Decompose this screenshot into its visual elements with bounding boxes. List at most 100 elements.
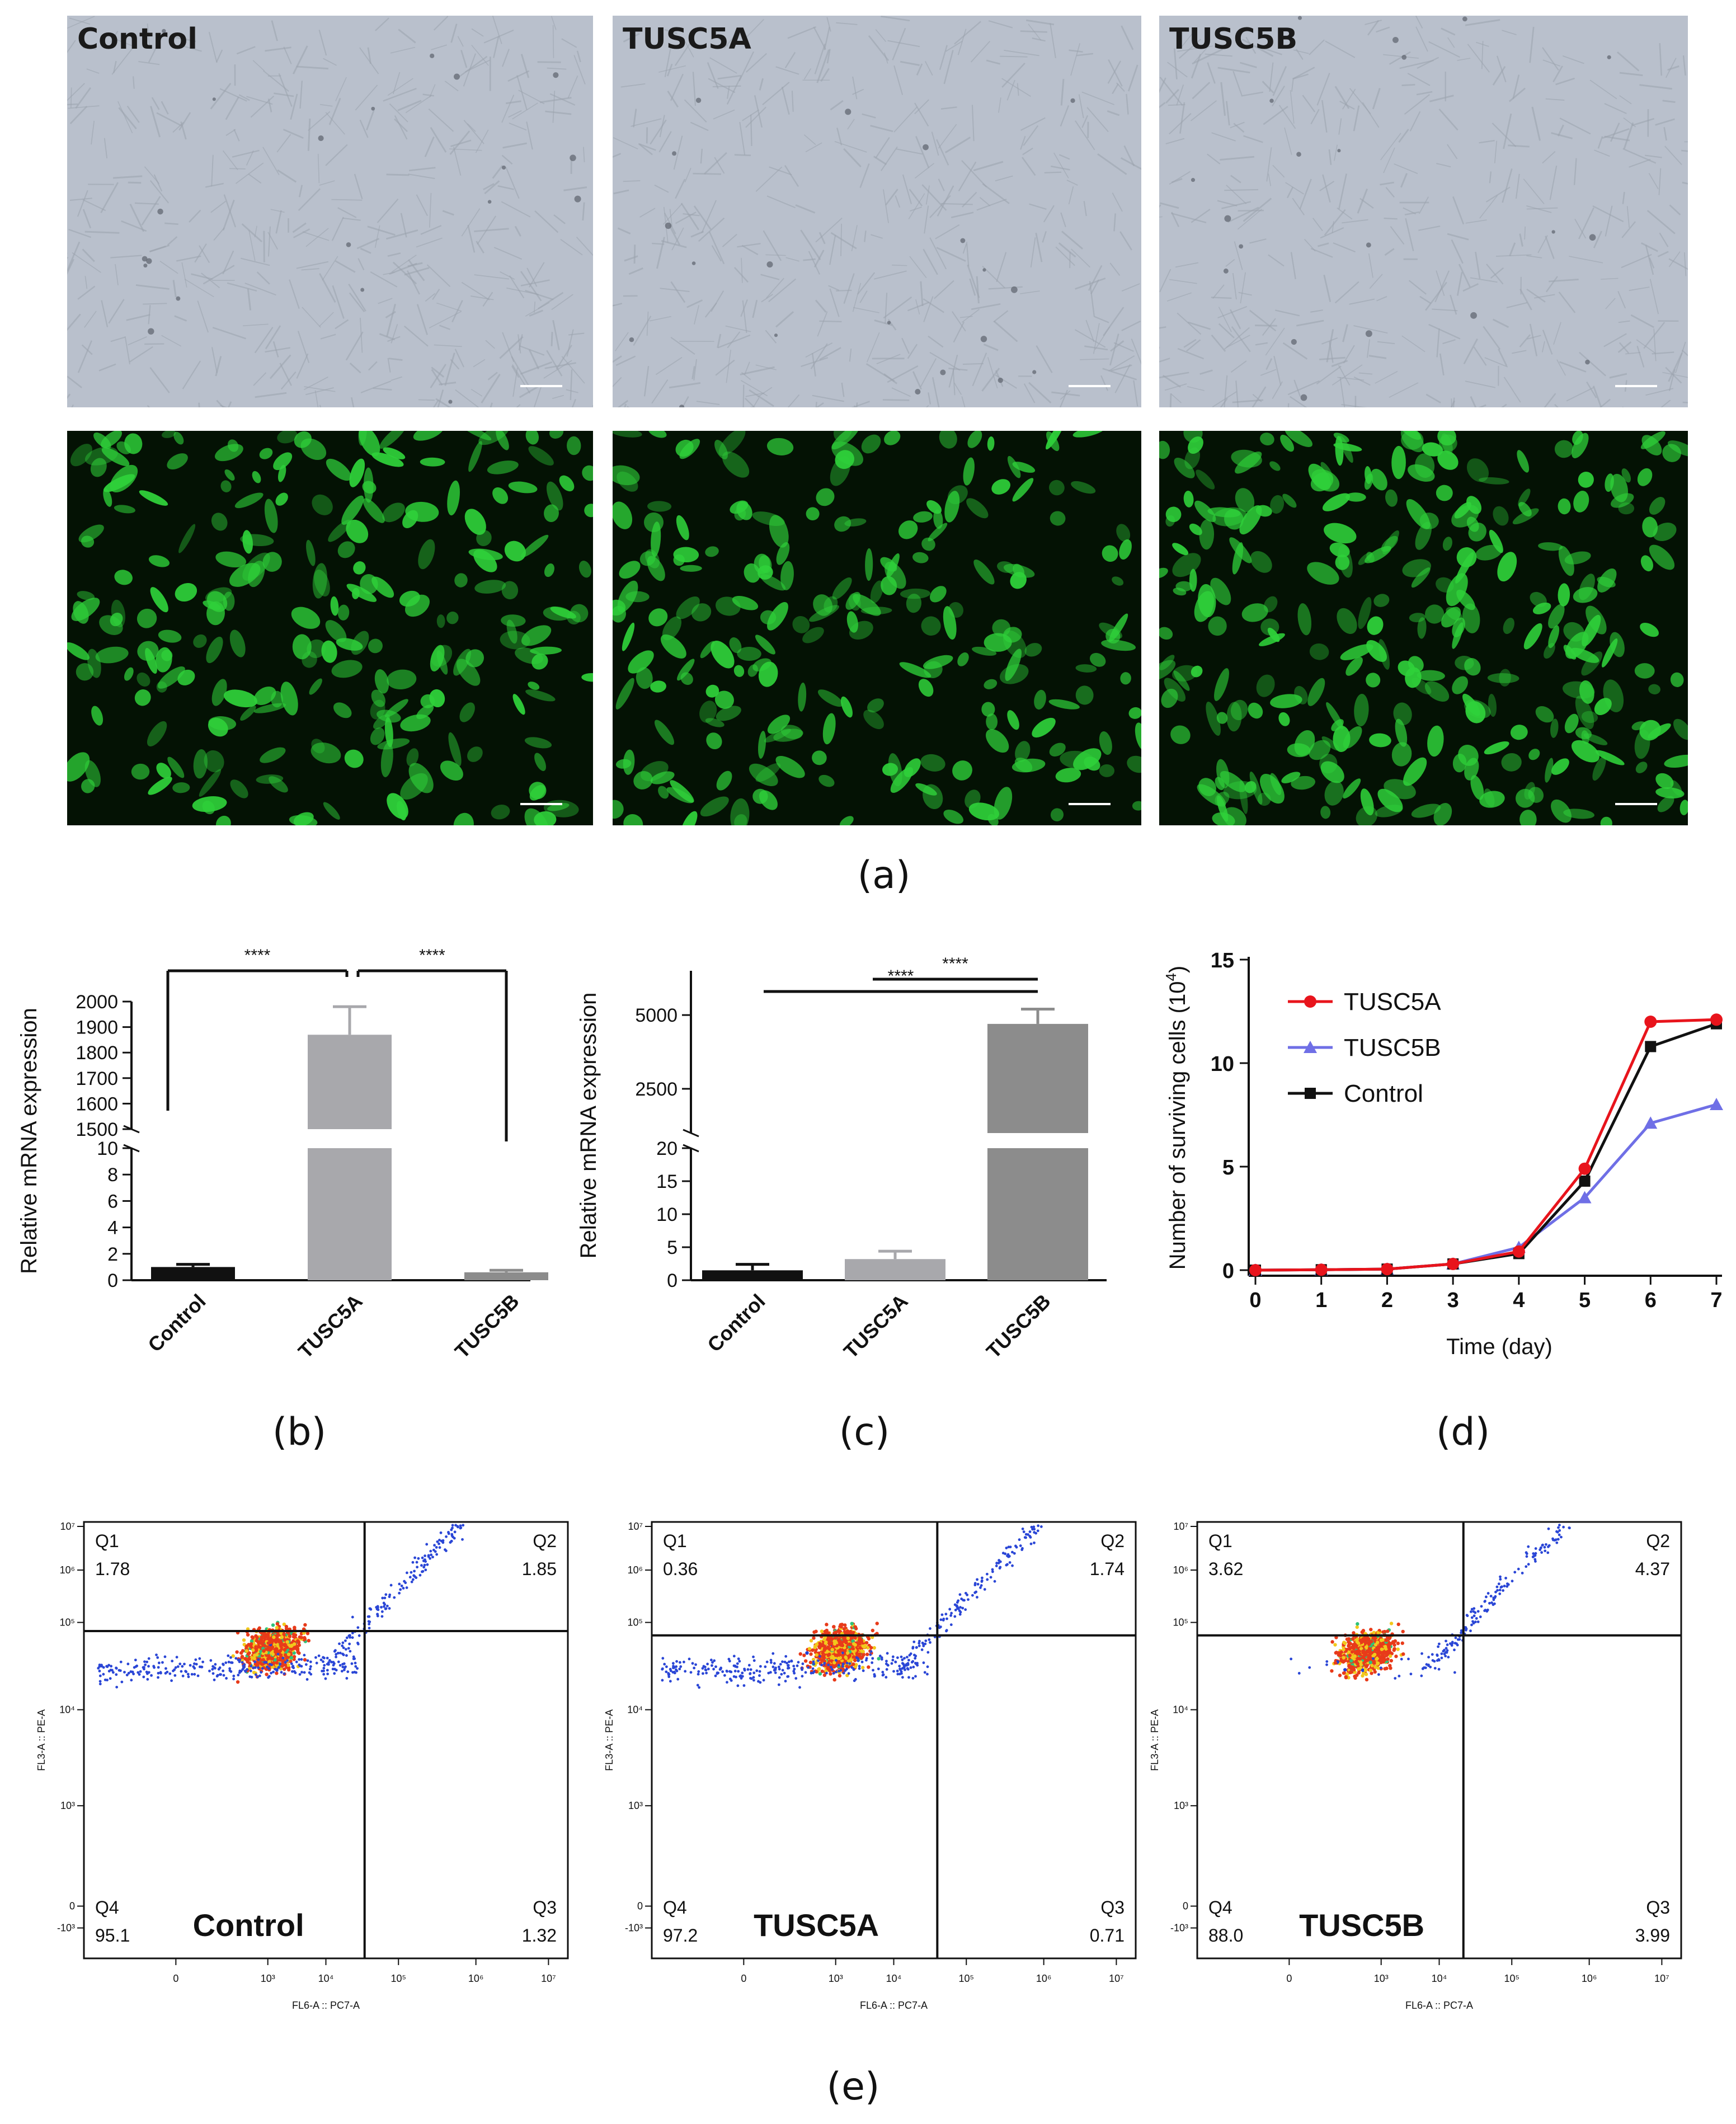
event-dot <box>252 1666 255 1670</box>
data-point-tusc5b <box>1710 1098 1723 1110</box>
event-dot <box>156 1656 159 1659</box>
event-dot <box>848 1642 851 1646</box>
event-dot <box>1024 1536 1027 1539</box>
event-dot <box>229 1656 232 1659</box>
event-dot <box>153 1666 156 1669</box>
event-dot <box>1396 1641 1400 1646</box>
event-dot <box>1444 1651 1447 1654</box>
event-dot <box>665 1670 668 1674</box>
event-dot <box>797 1661 800 1664</box>
event-dot <box>1359 1647 1363 1651</box>
event-dot <box>1499 1578 1502 1581</box>
event-dot <box>194 1658 197 1661</box>
y-tick-label: 10⁶ <box>628 1564 643 1576</box>
event-dot <box>260 1671 263 1674</box>
y-tick-label: 10⁵ <box>60 1617 75 1628</box>
event-dot <box>858 1655 862 1659</box>
event-dot <box>885 1668 888 1671</box>
legend-marker <box>1304 1041 1317 1053</box>
event-dot <box>1394 1655 1398 1658</box>
event-dot <box>1446 1643 1449 1646</box>
event-dot <box>872 1669 874 1672</box>
event-dot <box>130 1679 133 1682</box>
data-point-tusc5a <box>1249 1264 1262 1276</box>
event-dot <box>1011 1564 1014 1567</box>
event-dot <box>157 1666 160 1669</box>
event-dot <box>732 1655 736 1658</box>
event-dot <box>450 1539 453 1543</box>
event-dot <box>864 1658 868 1662</box>
y-tick-label: 10³ <box>1174 1800 1188 1811</box>
y-tick-label: 2000 <box>76 991 118 1013</box>
event-dot <box>809 1639 813 1643</box>
event-dot <box>959 1606 962 1609</box>
event-dot <box>774 1671 777 1674</box>
event-dot <box>765 1660 769 1664</box>
event-dot <box>297 1643 301 1647</box>
panel-label-e: (e) <box>826 2065 880 2109</box>
brightfield-image-tusc5b: TUSC5B <box>1159 16 1688 407</box>
event-dot <box>1547 1527 1550 1530</box>
event-dot <box>1007 1555 1010 1558</box>
event-dot <box>853 1658 857 1662</box>
event-dot <box>1369 1639 1373 1643</box>
event-dot <box>903 1657 906 1660</box>
event-dot <box>845 1661 849 1665</box>
event-dot <box>336 1652 340 1655</box>
y-tick-label: 1900 <box>76 1017 118 1038</box>
event-dot <box>266 1647 270 1651</box>
event-dot <box>289 1656 293 1660</box>
event-dot <box>918 1639 921 1643</box>
event-dot <box>747 1664 751 1667</box>
event-dot <box>193 1672 196 1676</box>
flow-plot-control: Q1 1.78 Q2 1.85 Q3 1.32 Q4 95.1 Control 0 10³ 10⁴ 10… <box>36 1521 569 2011</box>
quadrant-name-q2: Q2 <box>1100 1531 1125 1551</box>
event-dot <box>417 1557 420 1560</box>
y-tick-label: 10⁴ <box>1173 1704 1188 1716</box>
plot-frame <box>83 1521 569 1959</box>
y-tick-label: 8 <box>107 1164 118 1186</box>
event-dot <box>1507 1583 1510 1586</box>
event-dot <box>892 1670 895 1673</box>
event-dot <box>322 1656 326 1660</box>
event-dot <box>326 1669 329 1672</box>
event-dot <box>281 1656 285 1660</box>
event-dot <box>912 1665 915 1669</box>
event-dot <box>252 1656 256 1661</box>
event-dot <box>168 1672 172 1675</box>
event-dot <box>1007 1545 1010 1549</box>
event-dot <box>450 1533 454 1536</box>
event-dot <box>164 1667 167 1670</box>
event-dot <box>821 1651 825 1655</box>
event-dot <box>1407 1657 1410 1661</box>
event-dot <box>117 1669 121 1672</box>
bar-upper-segment <box>987 1023 1088 1133</box>
y-tick-label: 0 <box>1183 1901 1188 1912</box>
event-dot <box>271 1623 275 1627</box>
event-dot <box>1380 1657 1385 1662</box>
chart-d: 0 5 10 15 0 1 2 3 4 5 6 7 Time (day) Number of surviv… <box>1163 949 1723 1359</box>
event-dot <box>1513 1571 1517 1574</box>
quadrant-name-q3: Q3 <box>533 1897 557 1918</box>
event-dot <box>832 1677 836 1682</box>
event-dot <box>292 1646 296 1651</box>
event-dot <box>832 1672 835 1675</box>
event-dot <box>845 1665 849 1669</box>
event-dot <box>147 1671 150 1674</box>
event-dot <box>1005 1563 1008 1567</box>
event-dot <box>1503 1585 1506 1587</box>
event-dot <box>232 1677 236 1681</box>
event-dot <box>853 1636 857 1640</box>
event-dot <box>813 1646 817 1650</box>
event-dot <box>998 1567 1001 1570</box>
data-point-tusc5a <box>1644 1016 1657 1028</box>
bar-lower-segment <box>308 1148 392 1280</box>
event-dot <box>755 1669 759 1672</box>
axis-break-mark <box>683 1129 699 1138</box>
quadrant-value-q4: 97.2 <box>663 1925 698 1946</box>
event-dot <box>1343 1668 1347 1672</box>
event-dot <box>1396 1647 1400 1651</box>
event-dot <box>175 1656 178 1659</box>
event-dot <box>1401 1629 1405 1634</box>
bar <box>464 1272 548 1280</box>
